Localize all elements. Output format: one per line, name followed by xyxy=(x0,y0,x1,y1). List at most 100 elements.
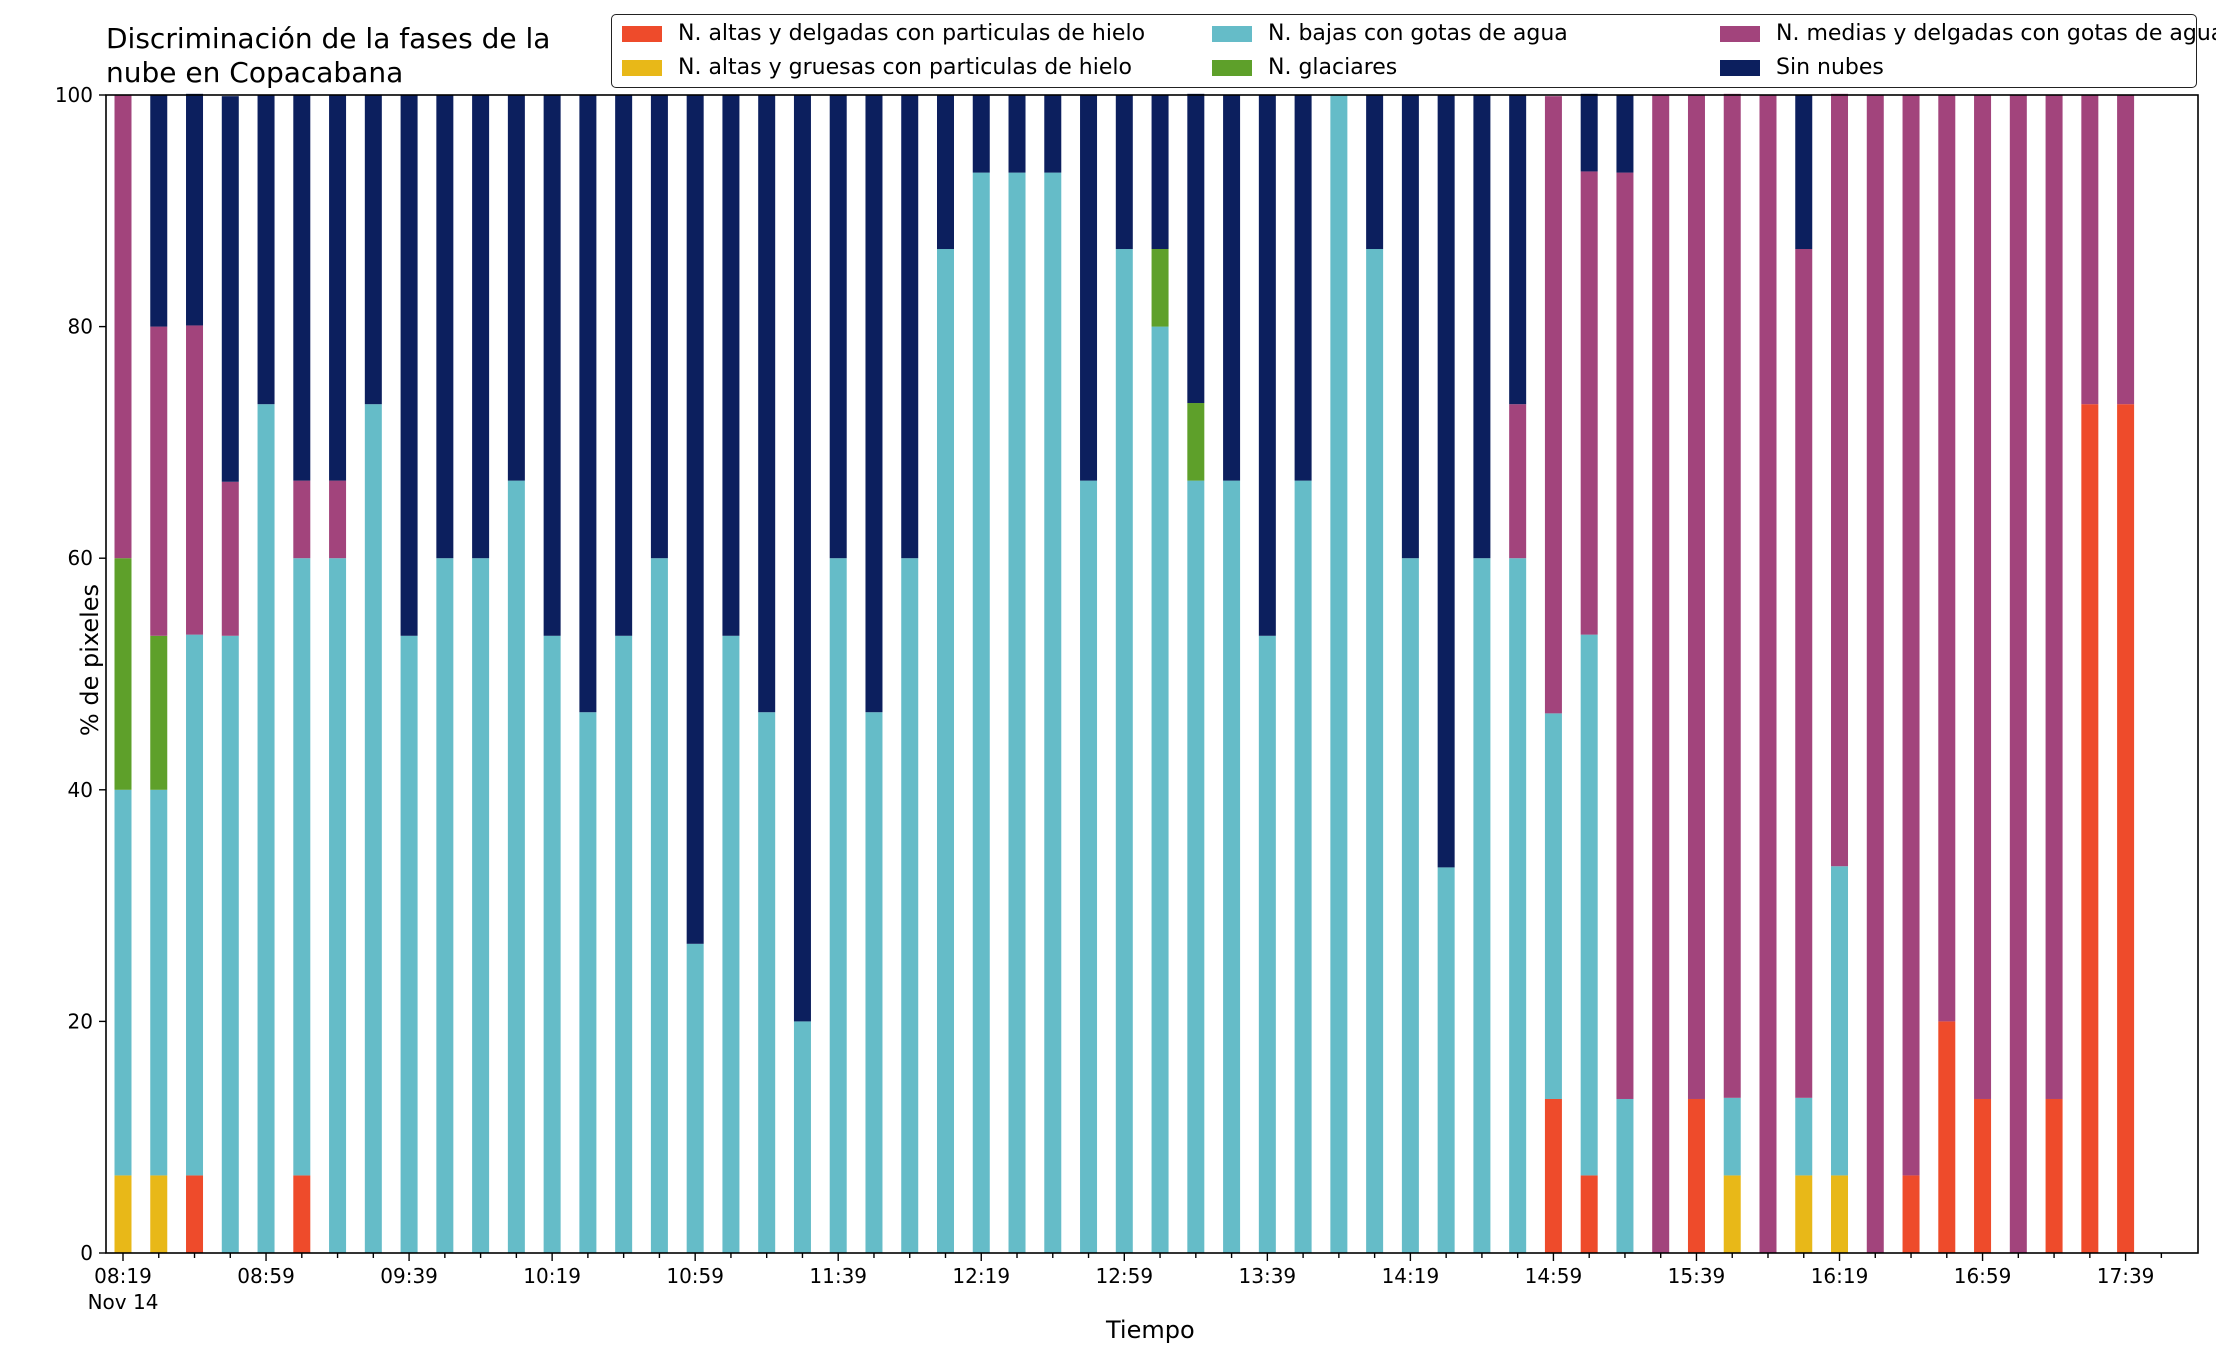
bar-low_water-09:19 xyxy=(329,558,347,1253)
bar-clear-10:29 xyxy=(579,95,597,713)
bar-clear-11:39 xyxy=(829,95,847,559)
bar-clear-08:29 xyxy=(150,95,168,327)
x-tick-label: 12:59 xyxy=(1095,1264,1153,1288)
x-tick-label: 11:39 xyxy=(809,1264,867,1288)
legend-item-low-water: N. bajas con gotas de agua xyxy=(1212,21,1568,46)
bar-low_water-08:59 xyxy=(257,404,275,1253)
bar-mid_water-08:29 xyxy=(150,326,168,636)
legend-swatch-clear xyxy=(1720,59,1760,76)
bar-clear-13:09 xyxy=(1151,95,1169,250)
bar-clear-13:39 xyxy=(1258,95,1276,636)
y-tick-label: 80 xyxy=(68,315,93,339)
legend-item-mid-water: N. medias y delgadas con gotas de agua xyxy=(1720,21,2216,46)
y-tick-label: 60 xyxy=(68,546,93,570)
bar-clear-12:29 xyxy=(1008,95,1026,173)
bar-low_water-14:39 xyxy=(1473,558,1491,1253)
bar-low_water-13:09 xyxy=(1151,326,1169,1254)
y-tick-label: 40 xyxy=(68,778,93,802)
bar-low_water-12:19 xyxy=(972,172,990,1254)
bar-clear-11:49 xyxy=(865,95,883,713)
bar-low_water-10:09 xyxy=(507,480,525,1253)
bar-clear-14:09 xyxy=(1366,95,1384,250)
bar-mid_water-08:39 xyxy=(186,325,204,635)
x-tick-label: 10:19 xyxy=(523,1264,581,1288)
bar-clear-12:49 xyxy=(1080,95,1098,481)
bar-glacier-08:29 xyxy=(150,635,168,790)
bar-low_water-16:19 xyxy=(1831,866,1849,1176)
legend-item-ice-thin: N. altas y delgadas con particulas de hi… xyxy=(622,21,1145,46)
bar-low_water-12:49 xyxy=(1080,480,1098,1253)
bar-mid_water-15:49 xyxy=(1723,93,1741,1098)
bar-clear-12:19 xyxy=(972,95,990,173)
bar-low_water-10:59 xyxy=(686,943,704,1253)
bar-low_water-12:59 xyxy=(1115,249,1133,1253)
y-tick-label: 20 xyxy=(68,1009,93,1033)
bar-mid_water-17:19 xyxy=(2045,95,2063,1099)
x-tick-label: 17:39 xyxy=(2097,1264,2155,1288)
bar-ice_thin-15:09 xyxy=(1580,1175,1598,1253)
legend-swatch-ice-thin xyxy=(622,25,662,42)
bar-mid_water-16:09 xyxy=(1795,249,1813,1098)
bar-clear-10:49 xyxy=(650,95,668,559)
bar-clear-10:59 xyxy=(686,95,704,944)
bar-ice_thin-15:39 xyxy=(1687,1098,1705,1253)
bar-low_water-11:49 xyxy=(865,712,883,1253)
bar-clear-08:49 xyxy=(221,96,239,482)
bar-low_water-14:29 xyxy=(1437,867,1455,1253)
x-tick-label: 15:39 xyxy=(1668,1264,1726,1288)
bar-low_water-10:39 xyxy=(615,635,633,1253)
legend-swatch-mid-water xyxy=(1720,25,1760,42)
bar-clear-14:19 xyxy=(1401,95,1419,559)
legend-label-clear: Sin nubes xyxy=(1776,55,1884,80)
bar-clear-12:59 xyxy=(1115,95,1133,250)
bar-clear-09:59 xyxy=(472,95,490,559)
bar-low_water-12:39 xyxy=(1044,172,1062,1254)
bar-clear-14:29 xyxy=(1437,95,1455,868)
bar-mid_water-17:39 xyxy=(2117,95,2135,405)
bar-ice_thin-14:59 xyxy=(1544,1098,1562,1253)
y-axis-label: % de pixeles xyxy=(76,583,105,737)
bar-clear-09:39 xyxy=(400,95,418,636)
bar-low_water-15:49 xyxy=(1723,1097,1741,1176)
bar-low_water-11:29 xyxy=(793,1021,811,1253)
bar-low_water-14:59 xyxy=(1544,713,1562,1099)
legend-swatch-glacier xyxy=(1212,59,1252,76)
bar-low_water-08:49 xyxy=(221,635,239,1253)
bar-low_water-10:49 xyxy=(650,558,668,1253)
bar-low_water-09:59 xyxy=(472,558,490,1253)
bar-low_water-10:29 xyxy=(579,712,597,1253)
axes-group: 0 20 40 60 80 100 08:19 08:59 09:39 10:19 10:59 11:… xyxy=(55,83,2199,1314)
bar-low_water-15:19 xyxy=(1616,1098,1634,1253)
bar-glacier-13:09 xyxy=(1151,249,1169,327)
bar-mid_water-15:09 xyxy=(1580,171,1598,635)
bar-low_water-08:29 xyxy=(150,789,168,1176)
legend-label-ice-thick: N. altas y gruesas con particulas de hie… xyxy=(678,55,1132,80)
bar-mid_water-16:19 xyxy=(1831,93,1849,867)
bar-low_water-13:39 xyxy=(1258,635,1276,1253)
bar-low_water-11:19 xyxy=(758,712,776,1253)
bar-clear-11:19 xyxy=(758,95,776,713)
legend-item-clear: Sin nubes xyxy=(1720,55,1884,80)
bar-clear-10:19 xyxy=(543,95,561,636)
x-tick-label: 08:59 xyxy=(237,1264,295,1288)
bar-ice_thin-17:29 xyxy=(2081,404,2099,1253)
bar-clear-16:09 xyxy=(1795,95,1813,250)
x-tick-label: 16:59 xyxy=(1954,1264,2012,1288)
bar-low_water-14:09 xyxy=(1366,249,1384,1253)
bar-ice_thick-16:19 xyxy=(1831,1175,1849,1253)
bar-clear-11:59 xyxy=(901,95,919,559)
bar-clear-11:29 xyxy=(793,95,811,1022)
bar-mid_water-09:09 xyxy=(293,480,311,559)
bar-low_water-13:29 xyxy=(1223,480,1241,1253)
bar-low_water-09:09 xyxy=(293,558,311,1176)
x-tick-label: 14:59 xyxy=(1525,1264,1583,1288)
x-tick-label: 14:19 xyxy=(1382,1264,1440,1288)
bar-clear-15:09 xyxy=(1580,93,1598,172)
bar-mid_water-16:59 xyxy=(1974,95,1992,1099)
bar-mid_water-14:59 xyxy=(1544,96,1562,714)
x-tick-label: 08:19 xyxy=(94,1264,152,1288)
bar-low_water-10:19 xyxy=(543,635,561,1253)
bar-low_water-11:59 xyxy=(901,558,919,1253)
bar-clear-09:09 xyxy=(293,95,311,481)
